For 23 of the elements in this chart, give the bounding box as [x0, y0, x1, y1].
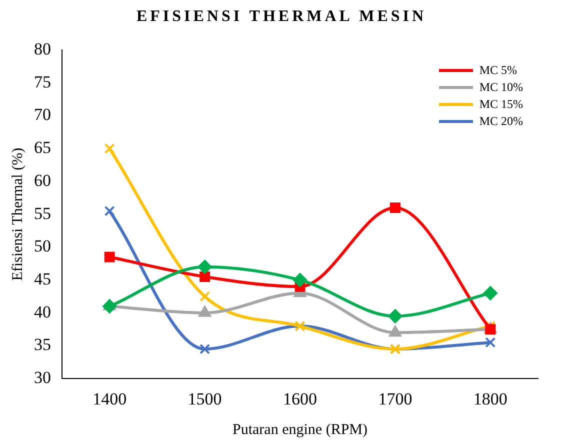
y-tick-label: 50	[34, 236, 51, 256]
y-tick-label: 30	[34, 368, 51, 388]
x-tick-label: 1600	[283, 389, 317, 408]
x-tick-label: 1400	[92, 389, 127, 408]
y-tick-label: 80	[34, 39, 51, 58]
legend-label: MC 15%	[479, 96, 523, 113]
y-tick-label: 55	[34, 204, 51, 223]
y-tick-label: 45	[34, 269, 51, 288]
legend-label: MC 5%	[479, 62, 517, 79]
x-tick-label: 1700	[378, 389, 412, 408]
x-tick-label: 1500	[188, 389, 222, 408]
x-tick-label: 1800	[473, 389, 508, 408]
y-axis-title: Efisiensi Thermal (%)	[10, 148, 26, 281]
y-tick-label: 40	[34, 302, 51, 322]
x-axis-title: Putaran engine (RPM)	[232, 422, 368, 438]
legend-label: MC 10%	[479, 79, 523, 96]
y-tick-label: 75	[34, 72, 51, 92]
y-tick-label: 60	[34, 170, 51, 190]
chart-title: EFISIENSI THERMAL MESIN	[135, 8, 428, 26]
legend-label: MC 20%	[479, 113, 523, 130]
y-tick-label: 70	[34, 105, 51, 124]
y-tick-label: 65	[34, 138, 51, 158]
y-tick-label: 35	[34, 335, 51, 354]
